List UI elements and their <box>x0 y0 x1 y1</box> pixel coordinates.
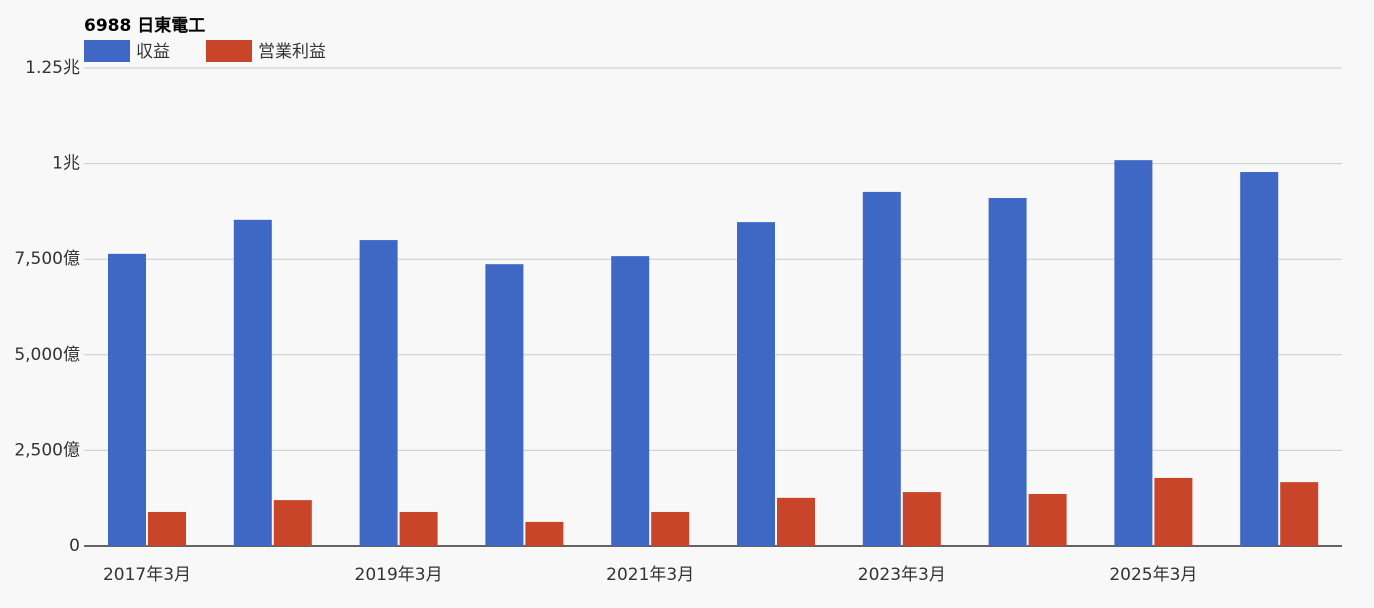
legend-swatch <box>206 40 252 62</box>
bar <box>1028 493 1067 546</box>
legend-label: 収益 <box>136 42 170 62</box>
y-tick-label: 2,500億 <box>14 440 80 460</box>
bar <box>108 253 146 546</box>
y-tick-label: 1.25兆 <box>25 58 80 78</box>
y-tick-label: 5,000億 <box>14 345 80 365</box>
bar <box>1114 160 1153 547</box>
x-tick-label: 2017年3月 <box>103 565 191 585</box>
bar <box>1240 172 1279 546</box>
bar <box>233 219 272 546</box>
chart-title: 6988 日東電工 <box>84 15 205 36</box>
x-tick-label: 2019年3月 <box>355 565 443 585</box>
bar <box>359 240 398 546</box>
y-tick-label: 1兆 <box>52 154 80 174</box>
bar <box>399 511 438 546</box>
bar <box>611 256 650 546</box>
bar <box>988 198 1027 547</box>
bar <box>862 191 901 547</box>
x-tick-label: 2021年3月 <box>606 565 694 585</box>
bar <box>525 521 564 546</box>
legend-label: 営業利益 <box>258 42 326 62</box>
bar <box>777 497 815 546</box>
legend-swatch <box>84 40 130 62</box>
bar <box>651 511 690 546</box>
y-tick-label: 0 <box>69 536 80 556</box>
bar <box>902 492 941 546</box>
bar <box>737 222 775 547</box>
x-tick-label: 2023年3月 <box>858 565 946 585</box>
bar <box>273 500 312 546</box>
bar <box>148 511 186 546</box>
x-tick-label: 2025年3月 <box>1109 565 1197 585</box>
bar <box>485 264 524 546</box>
bar <box>1280 482 1319 546</box>
y-tick-label: 7,500億 <box>14 249 80 269</box>
bar <box>1154 477 1193 546</box>
